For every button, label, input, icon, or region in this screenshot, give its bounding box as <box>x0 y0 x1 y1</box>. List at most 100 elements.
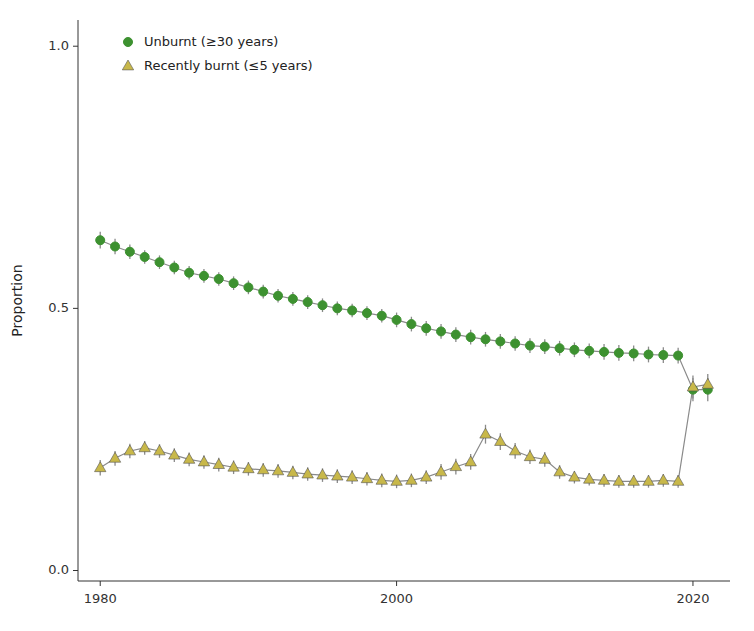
x-axis-line <box>78 581 730 582</box>
x-tick-label: 2020 <box>676 591 709 606</box>
y-tick <box>73 308 78 309</box>
data-point <box>584 473 595 483</box>
data-point <box>303 298 312 307</box>
data-point <box>509 445 520 455</box>
data-point <box>185 268 194 277</box>
data-point <box>524 451 535 461</box>
data-point <box>569 471 580 481</box>
data-point <box>124 445 135 455</box>
x-tick-label: 1980 <box>84 591 117 606</box>
data-point <box>377 311 386 320</box>
y-tick <box>73 570 78 571</box>
y-tick <box>73 46 78 47</box>
data-point <box>644 350 653 359</box>
data-point <box>496 337 505 346</box>
data-point <box>213 459 224 469</box>
data-point <box>362 309 371 318</box>
data-point <box>554 466 565 476</box>
data-point <box>318 301 327 310</box>
data-point <box>109 452 120 462</box>
x-tick-label: 2000 <box>380 591 413 606</box>
data-point <box>422 324 431 333</box>
y-axis-label: Proportion <box>9 264 25 336</box>
data-point <box>392 315 401 324</box>
data-point <box>658 474 669 484</box>
data-point <box>450 461 461 471</box>
data-point <box>96 236 105 245</box>
data-point <box>391 475 402 485</box>
data-point <box>274 291 283 300</box>
data-point <box>155 258 164 267</box>
data-point <box>317 469 328 479</box>
data-point <box>480 428 491 438</box>
data-point <box>495 436 506 446</box>
data-point <box>465 456 476 466</box>
data-point <box>525 341 534 350</box>
y-axis-line <box>78 20 79 581</box>
data-point <box>259 287 268 296</box>
data-point <box>466 333 475 342</box>
data-point <box>481 335 490 344</box>
data-point <box>600 347 609 356</box>
data-point <box>183 453 194 463</box>
data-point <box>139 442 150 452</box>
y-tick-label: 0.5 <box>48 300 69 315</box>
data-point <box>598 474 609 484</box>
data-point <box>672 475 683 485</box>
data-point <box>674 351 683 360</box>
data-point <box>214 275 223 284</box>
data-point <box>702 378 713 388</box>
data-point <box>407 320 416 329</box>
data-point <box>170 263 179 272</box>
data-point <box>198 456 209 466</box>
data-point <box>539 453 550 463</box>
data-point <box>228 461 239 471</box>
legend-marker <box>124 38 133 47</box>
data-point <box>287 466 298 476</box>
data-point <box>140 252 149 261</box>
data-point <box>421 471 432 481</box>
data-point <box>555 344 564 353</box>
data-point <box>614 348 623 357</box>
axes: 0.0 0.5 1.0 1980 2000 2020 <box>48 20 730 606</box>
data-point <box>376 474 387 484</box>
x-tick <box>100 581 101 586</box>
data-point <box>540 342 549 351</box>
data-point <box>585 346 594 355</box>
data-point <box>406 474 417 484</box>
plot-area <box>95 232 714 488</box>
data-point <box>272 465 283 475</box>
data-point <box>687 381 698 391</box>
x-tick <box>692 581 693 586</box>
data-point <box>451 330 460 339</box>
data-point <box>288 294 297 303</box>
legend-label: Recently burnt (≤5 years) <box>144 58 313 73</box>
legend-marker <box>122 60 133 70</box>
data-point <box>169 449 180 459</box>
data-point <box>435 466 446 476</box>
y-tick-label: 0.0 <box>48 562 69 577</box>
legend: Unburnt (≥30 years) Recently burnt (≤5 ye… <box>122 34 312 73</box>
x-tick <box>396 581 397 586</box>
data-point <box>348 306 357 315</box>
data-point <box>243 463 254 473</box>
series-line <box>100 384 708 481</box>
data-point <box>437 327 446 336</box>
data-point <box>111 242 120 251</box>
data-point <box>154 445 165 455</box>
data-point <box>125 247 134 256</box>
legend-label: Unburnt (≥30 years) <box>144 34 278 49</box>
data-point <box>346 471 357 481</box>
data-point <box>332 470 343 480</box>
series-line <box>100 240 708 389</box>
chart: 0.0 0.5 1.0 1980 2000 2020 Proportion Unburnt (… <box>0 0 754 631</box>
data-point <box>643 475 654 485</box>
data-point <box>659 351 668 360</box>
data-point <box>629 349 638 358</box>
data-point <box>361 473 372 483</box>
data-point <box>628 475 639 485</box>
data-point <box>199 271 208 280</box>
y-tick-label: 1.0 <box>48 38 69 53</box>
data-point <box>302 468 313 478</box>
data-point <box>511 339 520 348</box>
